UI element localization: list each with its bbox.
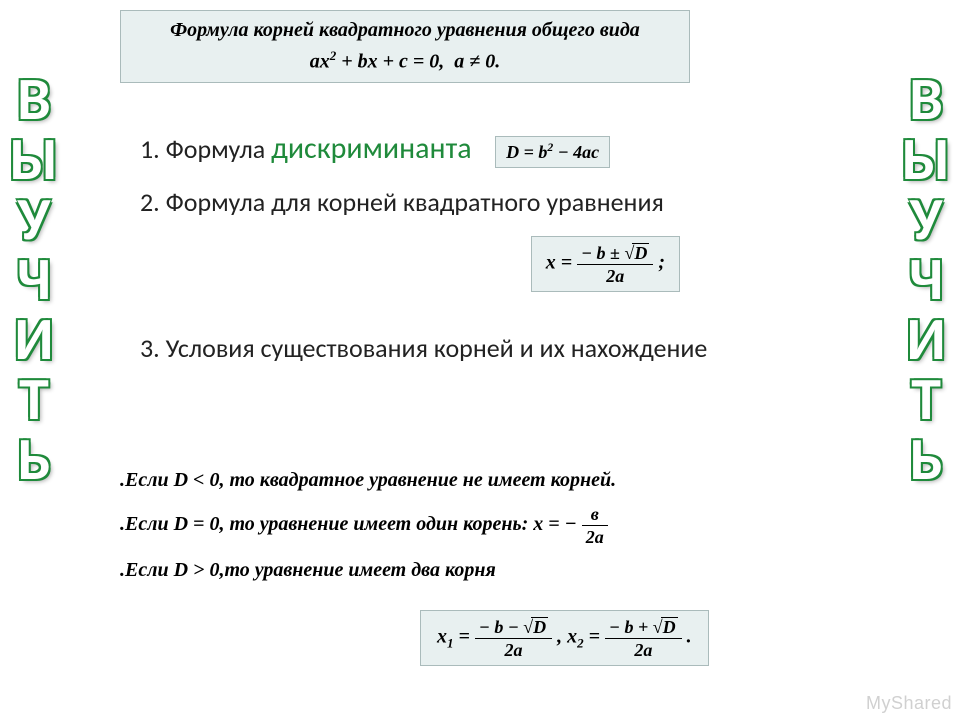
content-block: 1. Формула дискриминанта D = b2 − 4ac 2.… bbox=[140, 130, 860, 382]
side-word-left: ВЫУЧИТЬ bbox=[10, 70, 58, 490]
roots-formula-row: x = − b ± D 2a ; bbox=[140, 236, 860, 292]
final-roots-box: x1 = − b − D 2a , x2 = − b + D 2a . bbox=[420, 610, 709, 666]
condition-2: .Если D = 0, то уравнение имеет один кор… bbox=[120, 504, 840, 546]
condition-2-prefix: .Если D = 0, то уравнение имеет один кор… bbox=[120, 513, 577, 535]
roots-suffix: ; bbox=[658, 251, 665, 273]
x2-fraction: − b + D 2a bbox=[605, 617, 682, 659]
header-title: Формула корней квадратного уравнения общ… bbox=[133, 19, 677, 42]
condition-3: .Если D > 0,то уравнение имеет два корня bbox=[120, 550, 840, 590]
item-1-prefix: 1. Формула bbox=[140, 133, 265, 165]
item-3: 3. Условия существования корней и их нах… bbox=[140, 332, 860, 364]
roots-fraction: − b ± D 2a bbox=[577, 243, 653, 285]
conditions-block: .Если D < 0, то квадратное уравнение не … bbox=[120, 460, 840, 594]
condition-1: .Если D < 0, то квадратное уравнение не … bbox=[120, 460, 840, 500]
header-box: Формула корней квадратного уравнения общ… bbox=[120, 10, 690, 83]
item-1: 1. Формула дискриминанта D = b2 − 4ac bbox=[140, 130, 860, 168]
condition-2-fraction: в 2а bbox=[582, 505, 608, 546]
side-word-right: ВЫУЧИТЬ bbox=[902, 70, 950, 490]
item-2: 2. Формула для корней квадратного уравне… bbox=[140, 186, 860, 218]
discriminant-formula: D = b2 − 4ac bbox=[495, 136, 610, 168]
roots-formula-box: x = − b ± D 2a ; bbox=[531, 236, 680, 292]
watermark: MyShared bbox=[866, 693, 952, 714]
x1-fraction: − b − D 2a bbox=[475, 617, 552, 659]
header-equation: ax2 + bx + c = 0, a ≠ 0. bbox=[133, 48, 677, 74]
item-1-green: дискриминанта bbox=[271, 130, 471, 167]
